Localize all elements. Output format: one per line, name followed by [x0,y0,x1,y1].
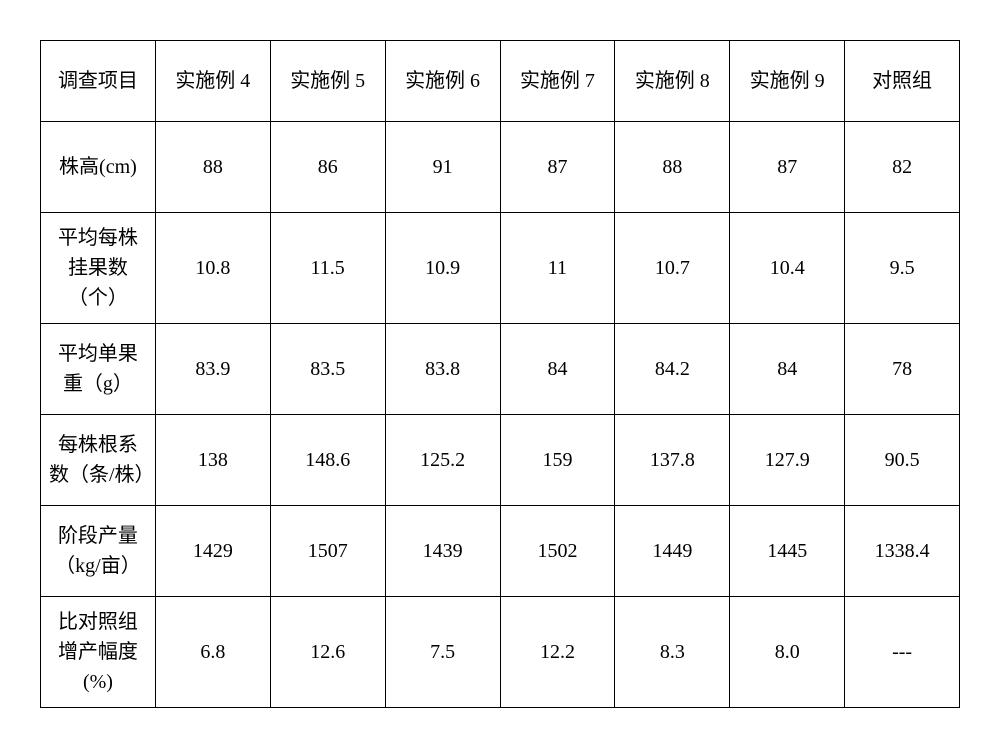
cell: 6.8 [155,597,270,708]
cell: 84.2 [615,324,730,415]
cell: 82 [845,122,960,213]
cell: 137.8 [615,415,730,506]
cell: 10.9 [385,213,500,324]
cell: 83.5 [270,324,385,415]
row-label: 株高(cm) [41,122,156,213]
cell: 86 [270,122,385,213]
cell: 78 [845,324,960,415]
cell: 88 [615,122,730,213]
table-row: 每株根系数（条/株） 138 148.6 125.2 159 137.8 127… [41,415,960,506]
table-row: 平均每株挂果数（个） 10.8 11.5 10.9 11 10.7 10.4 9… [41,213,960,324]
row-label: 阶段产量（kg/亩） [41,506,156,597]
table-header-row: 调查项目 实施例 4 实施例 5 实施例 6 实施例 7 实施例 8 实施例 9… [41,41,960,122]
cell: 7.5 [385,597,500,708]
cell: 1338.4 [845,506,960,597]
cell: 9.5 [845,213,960,324]
row-label: 每株根系数（条/株） [41,415,156,506]
cell: --- [845,597,960,708]
row-label: 平均单果重（g） [41,324,156,415]
cell: 87 [730,122,845,213]
cell: 91 [385,122,500,213]
row-label: 比对照组增产幅度(%) [41,597,156,708]
cell: 11 [500,213,615,324]
cell: 10.8 [155,213,270,324]
cell: 88 [155,122,270,213]
table-row: 阶段产量（kg/亩） 1429 1507 1439 1502 1449 1445… [41,506,960,597]
cell: 87 [500,122,615,213]
cell: 84 [730,324,845,415]
cell: 83.8 [385,324,500,415]
cell: 1439 [385,506,500,597]
cell: 84 [500,324,615,415]
cell: 90.5 [845,415,960,506]
col-header: 实施例 9 [730,41,845,122]
table-row: 比对照组增产幅度(%) 6.8 12.6 7.5 12.2 8.3 8.0 --… [41,597,960,708]
data-table: 调查项目 实施例 4 实施例 5 实施例 6 实施例 7 实施例 8 实施例 9… [40,40,960,708]
cell: 12.2 [500,597,615,708]
cell: 1449 [615,506,730,597]
cell: 8.0 [730,597,845,708]
col-header: 实施例 7 [500,41,615,122]
cell: 1429 [155,506,270,597]
cell: 1445 [730,506,845,597]
cell: 10.7 [615,213,730,324]
cell: 12.6 [270,597,385,708]
cell: 159 [500,415,615,506]
table-row: 株高(cm) 88 86 91 87 88 87 82 [41,122,960,213]
cell: 148.6 [270,415,385,506]
cell: 125.2 [385,415,500,506]
cell: 10.4 [730,213,845,324]
col-header: 实施例 4 [155,41,270,122]
cell: 127.9 [730,415,845,506]
cell: 8.3 [615,597,730,708]
cell: 1502 [500,506,615,597]
cell: 11.5 [270,213,385,324]
cell: 1507 [270,506,385,597]
col-header: 实施例 6 [385,41,500,122]
col-header: 调查项目 [41,41,156,122]
cell: 138 [155,415,270,506]
col-header: 对照组 [845,41,960,122]
table-row: 平均单果重（g） 83.9 83.5 83.8 84 84.2 84 78 [41,324,960,415]
cell: 83.9 [155,324,270,415]
col-header: 实施例 8 [615,41,730,122]
row-label: 平均每株挂果数（个） [41,213,156,324]
col-header: 实施例 5 [270,41,385,122]
